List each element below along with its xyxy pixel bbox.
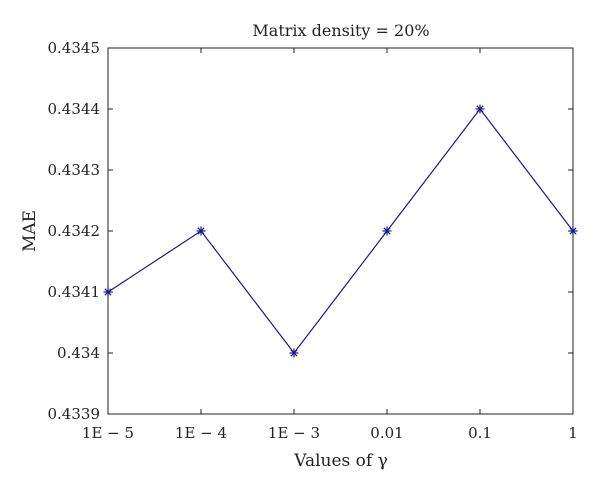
y-tick-label: 0.4341 (48, 283, 101, 301)
series-line (107, 108, 574, 354)
y-tick-label: 0.4342 (48, 222, 101, 240)
y-tick-label: 0.4343 (48, 161, 101, 179)
data-point (568, 226, 578, 236)
data-point (103, 287, 113, 297)
x-axis: 1E − 5 1E − 4 1E − 3 0.01 0.1 1 (82, 48, 578, 442)
plot-area (107, 47, 574, 415)
series-markers (103, 104, 578, 358)
y-tick-label: 0.434 (57, 344, 100, 362)
data-point (382, 226, 392, 236)
y-tick-label: 0.4345 (48, 39, 101, 57)
data-point (289, 348, 299, 358)
data-point (475, 104, 485, 114)
y-axis-label: MAE (20, 210, 40, 252)
x-tick-label: 1E − 4 (175, 424, 227, 442)
y-axis: 0.4339 0.434 0.4341 0.4342 0.4343 0.4344 0.434… (48, 39, 573, 423)
data-point (196, 226, 206, 236)
y-tick-label: 0.4344 (48, 100, 101, 118)
x-axis-label: Values of γ (293, 451, 388, 471)
y-tick-label: 0.4339 (48, 405, 101, 423)
x-tick-label: 1 (568, 424, 578, 442)
x-tick-label: 1E − 5 (82, 424, 134, 442)
x-tick-label: 1E − 3 (268, 424, 320, 442)
x-tick-label: 0.01 (370, 424, 403, 442)
chart-title: Matrix density = 20% (252, 21, 429, 40)
x-tick-label: 0.1 (468, 424, 492, 442)
